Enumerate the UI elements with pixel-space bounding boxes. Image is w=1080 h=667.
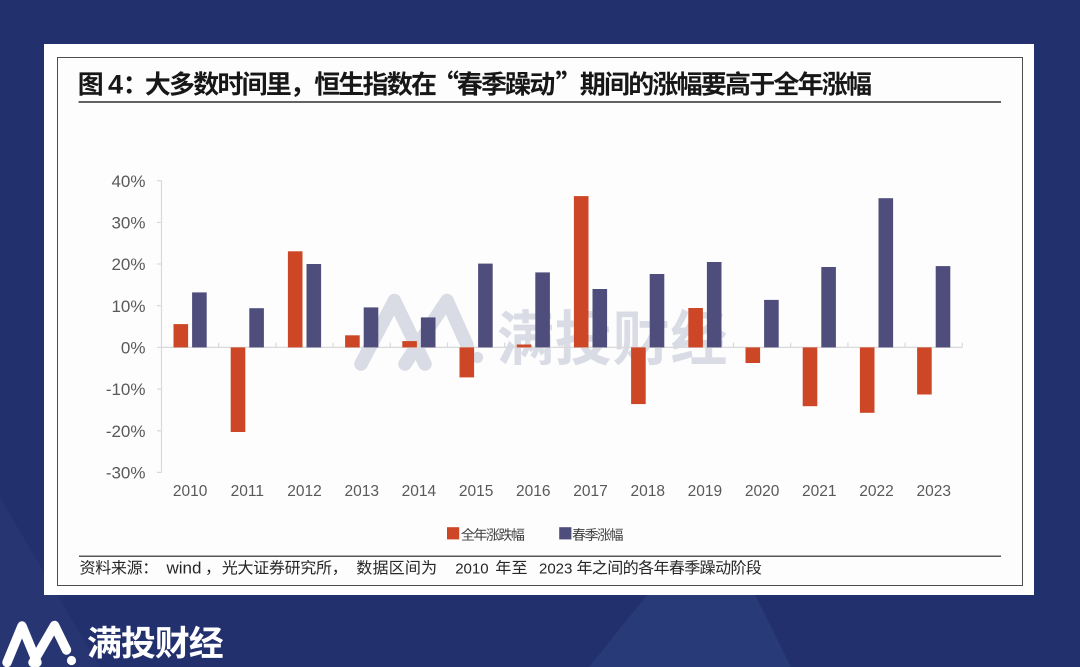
svg-text:10%: 10% bbox=[111, 297, 145, 316]
svg-text:-30%: -30% bbox=[106, 464, 146, 483]
svg-text:2017: 2017 bbox=[573, 483, 607, 500]
svg-text:2010: 2010 bbox=[173, 483, 208, 500]
svg-text:2022: 2022 bbox=[859, 483, 893, 500]
svg-text:2015: 2015 bbox=[459, 483, 493, 500]
svg-text:2013: 2013 bbox=[344, 483, 378, 500]
svg-text:wind: wind bbox=[166, 558, 202, 577]
svg-text:-10%: -10% bbox=[106, 380, 146, 399]
svg-text:2019: 2019 bbox=[688, 483, 722, 500]
svg-text:2016: 2016 bbox=[516, 483, 550, 500]
svg-text:2020: 2020 bbox=[745, 483, 780, 500]
svg-text:2021: 2021 bbox=[802, 483, 836, 500]
svg-text:2023: 2023 bbox=[916, 483, 950, 500]
svg-text:2010: 2010 bbox=[455, 560, 488, 577]
svg-text:40%: 40% bbox=[111, 172, 145, 191]
svg-text:2018: 2018 bbox=[630, 483, 664, 500]
svg-text:0%: 0% bbox=[121, 339, 146, 358]
svg-text:20%: 20% bbox=[111, 255, 145, 274]
svg-text:4: 4 bbox=[108, 69, 123, 99]
svg-text:2011: 2011 bbox=[231, 483, 264, 500]
svg-text:2012: 2012 bbox=[287, 483, 321, 500]
svg-text:2014: 2014 bbox=[402, 483, 437, 500]
svg-text:-20%: -20% bbox=[106, 422, 146, 441]
svg-text:30%: 30% bbox=[111, 214, 145, 233]
svg-text:2023: 2023 bbox=[539, 560, 572, 577]
